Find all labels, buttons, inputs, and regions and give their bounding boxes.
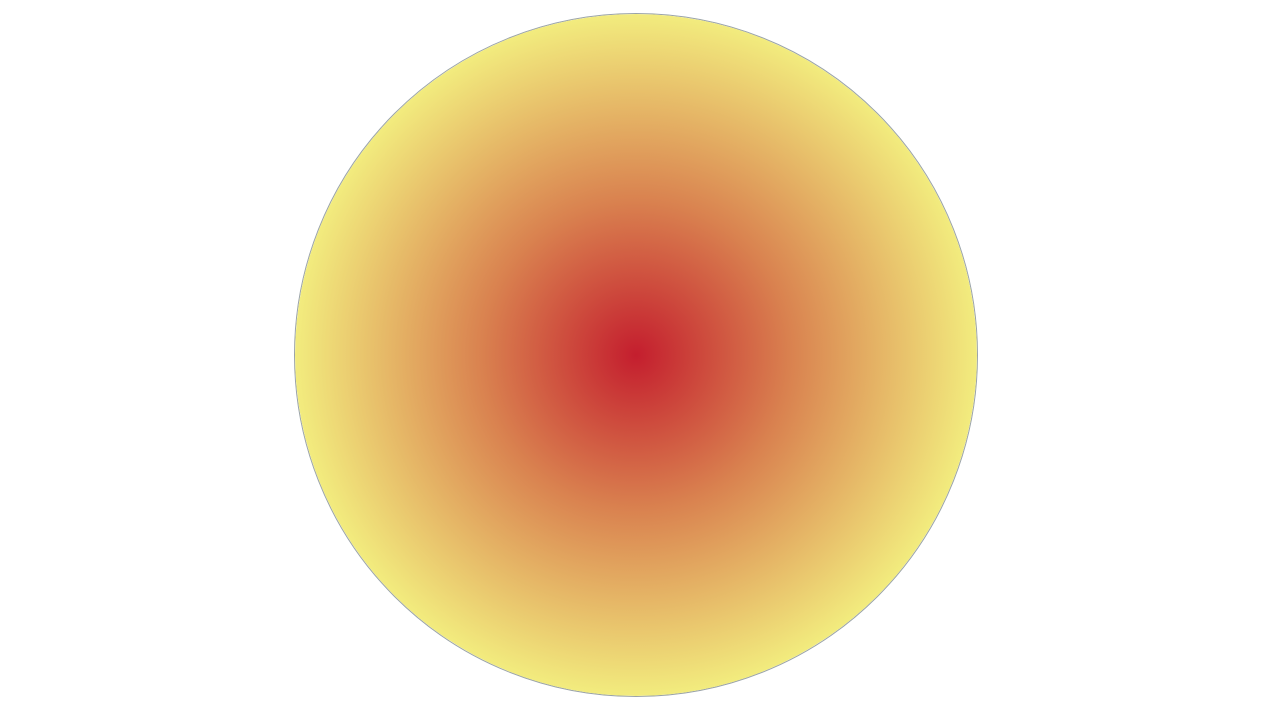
radial-gradient-circle (294, 13, 978, 697)
gradient-circle-graphic (295, 14, 977, 696)
gradient-disc (295, 14, 977, 696)
